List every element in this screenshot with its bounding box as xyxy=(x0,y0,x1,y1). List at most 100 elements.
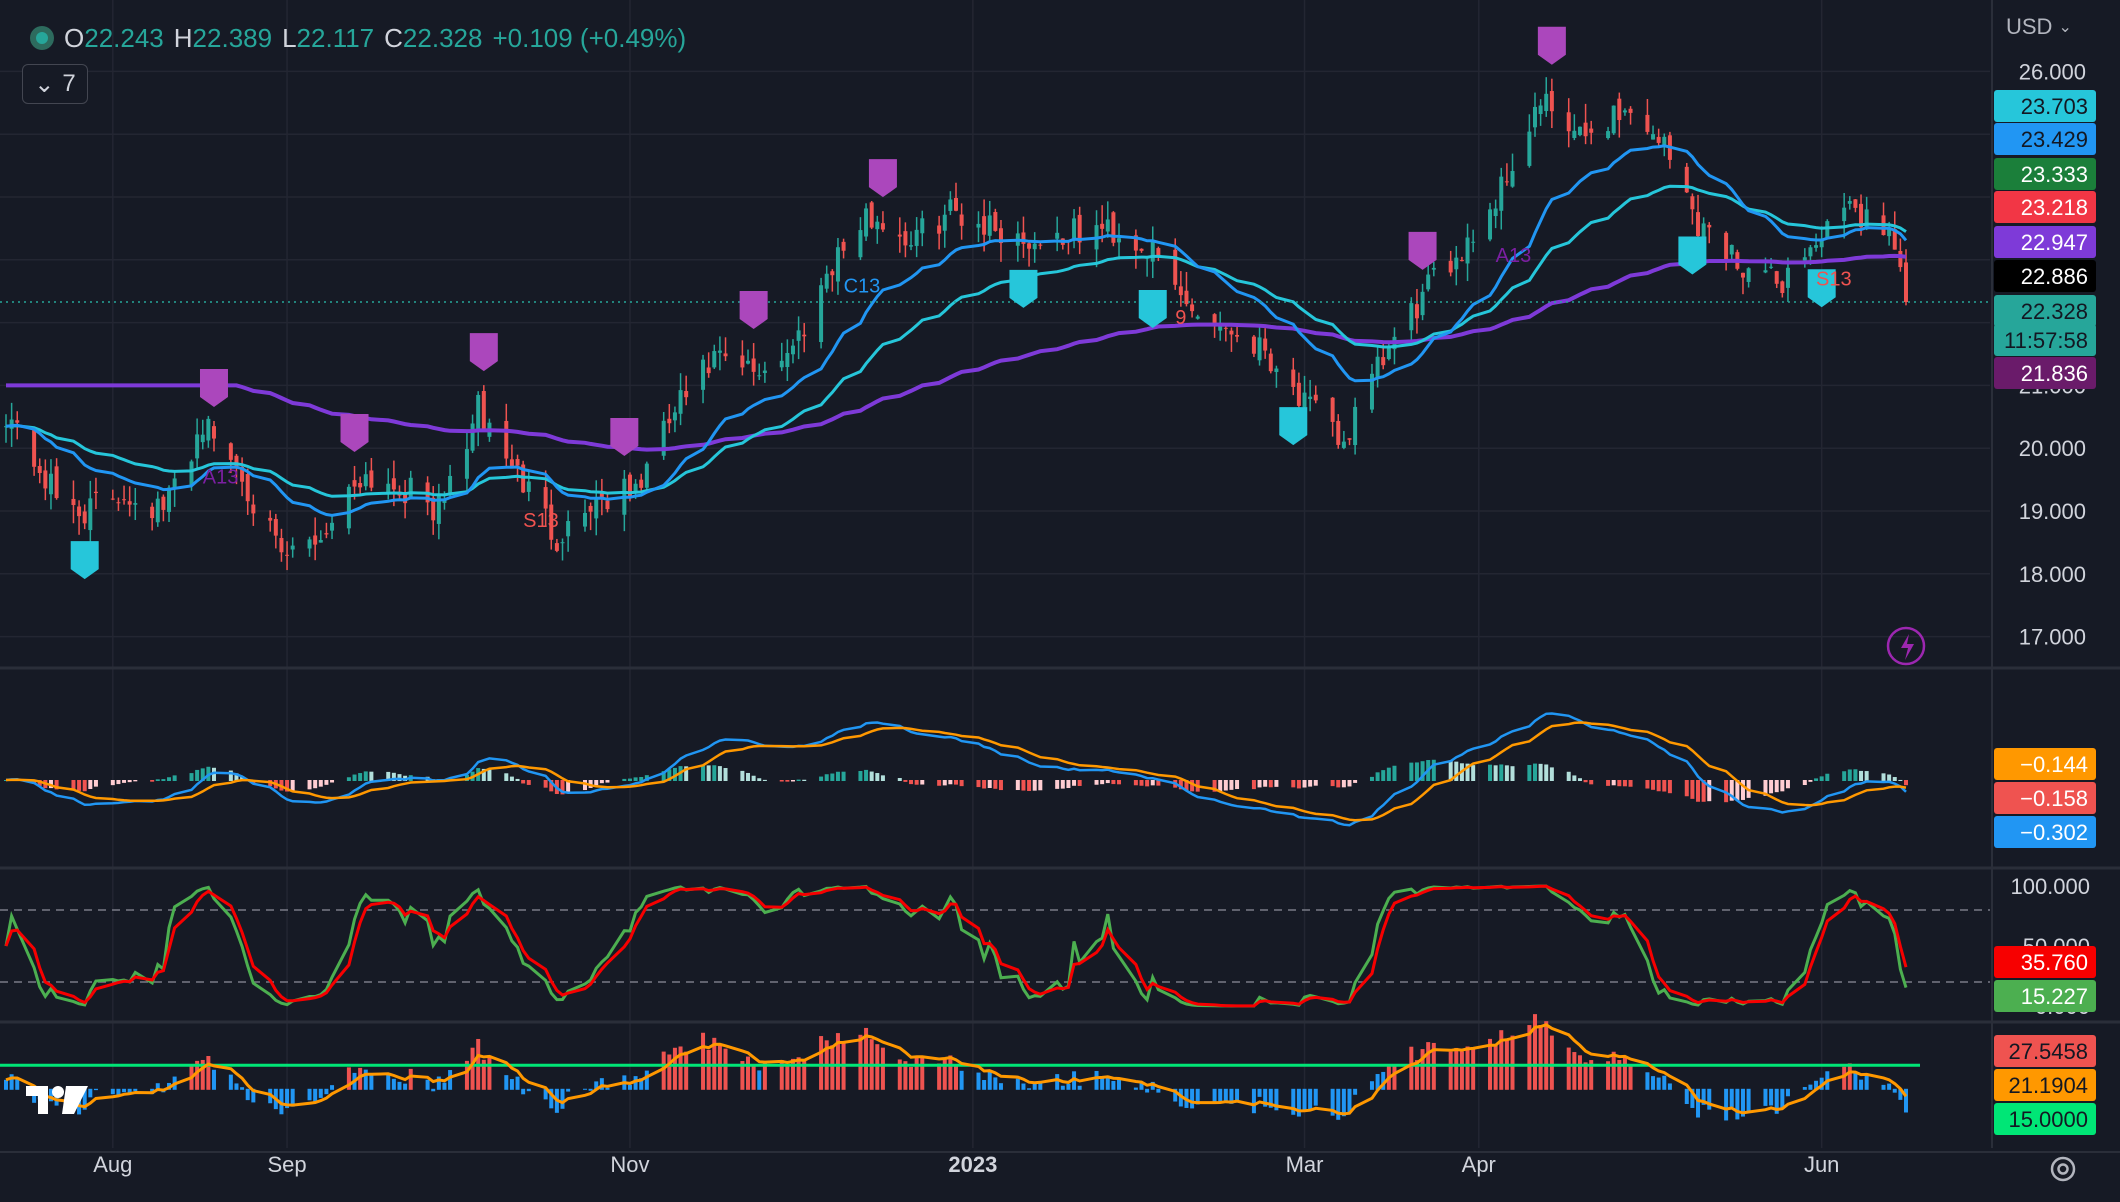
gear-icon[interactable] xyxy=(2046,1152,2080,1186)
macd-histogram-bar xyxy=(346,777,351,781)
candle-body xyxy=(1532,106,1537,128)
signal-label-c13: C13 xyxy=(844,275,881,297)
macd-histogram-bar xyxy=(835,771,840,781)
macd-histogram-bar xyxy=(1190,780,1195,792)
macd-histogram-bar xyxy=(819,776,824,781)
macd-histogram-bar xyxy=(1617,780,1622,787)
momentum-bar xyxy=(1667,1083,1672,1090)
macd-histogram-bar xyxy=(1892,777,1897,781)
candle-body xyxy=(1291,369,1296,387)
candle-body xyxy=(1414,304,1419,319)
macd-histogram-bar xyxy=(1038,780,1043,791)
macd-histogram-bar xyxy=(1628,780,1633,787)
macd-histogram-bar xyxy=(1032,780,1037,791)
candle-body xyxy=(313,535,318,545)
momentum-bar xyxy=(1864,1073,1869,1090)
macd-histogram-bar xyxy=(1510,766,1515,781)
momentum-bar xyxy=(1853,1072,1858,1090)
candle-body xyxy=(1330,397,1335,422)
momentum-bar xyxy=(678,1046,683,1090)
momentum-bar xyxy=(200,1059,205,1090)
macd-histogram-bar xyxy=(1448,760,1453,781)
indicator-collapse-button[interactable]: ⌄ 7 xyxy=(22,64,88,104)
currency-label: USD xyxy=(2006,14,2053,39)
candle-body xyxy=(1808,247,1813,257)
candle-body xyxy=(1785,267,1790,288)
macd-histogram-bar xyxy=(155,779,160,781)
candle-body xyxy=(234,455,239,468)
momentum-bar xyxy=(470,1047,475,1090)
momentum-bar xyxy=(998,1083,1003,1090)
candle-body xyxy=(723,353,728,357)
macd-histogram-bar xyxy=(1139,780,1144,786)
currency-selector[interactable]: USD ⌄ xyxy=(2006,14,2072,40)
macd-histogram-bar xyxy=(594,780,599,786)
macd-histogram-bar xyxy=(150,780,155,782)
macd-histogram-bar xyxy=(582,780,587,791)
momentum-bar xyxy=(116,1088,121,1096)
candle-body xyxy=(588,505,593,512)
macd-histogram-bar xyxy=(701,764,706,781)
macd-histogram-bar xyxy=(830,773,835,781)
macd-histogram-bar xyxy=(779,780,784,782)
chevron-down-icon: ⌄ xyxy=(34,70,55,98)
candle-body xyxy=(122,499,127,501)
candle-body xyxy=(566,521,571,537)
momentum-bar xyxy=(1336,1088,1341,1120)
candle-body xyxy=(858,230,863,258)
macd-histogram-bar xyxy=(487,769,492,781)
momentum-bar xyxy=(1471,1047,1476,1090)
momentum-bar xyxy=(1904,1088,1908,1113)
momentum-bar xyxy=(1724,1088,1729,1121)
momentum-bar xyxy=(195,1060,200,1090)
macd-histogram-bar xyxy=(1729,780,1734,801)
candle-body xyxy=(1156,248,1161,257)
change-value: +0.109 (+0.49%) xyxy=(492,22,687,53)
candle-body xyxy=(1218,325,1223,331)
price-label-bg xyxy=(1994,90,2096,122)
macd-histogram-bar xyxy=(1251,780,1256,790)
momentum-bar xyxy=(1409,1046,1414,1090)
price-label-bg xyxy=(1994,324,2096,356)
macd-histogram-bar xyxy=(1257,780,1262,788)
candle-body xyxy=(1420,291,1425,316)
candle-body xyxy=(667,418,672,424)
macd-histogram-bar xyxy=(1662,780,1667,792)
momentum-bar xyxy=(1313,1088,1318,1106)
macd-histogram-bar xyxy=(1431,759,1436,781)
momentum-bar xyxy=(318,1088,323,1098)
price-label-bg xyxy=(1994,295,2096,327)
macd-histogram-bar xyxy=(1887,774,1892,781)
macd-histogram-bar xyxy=(172,775,177,781)
momentum-bar xyxy=(1274,1088,1279,1111)
momentum-signal-line xyxy=(5,1023,1908,1116)
candle-body xyxy=(1055,232,1060,239)
candle-body xyxy=(1819,240,1824,248)
momentum-bar xyxy=(1735,1088,1740,1120)
macd-histogram-bar xyxy=(757,778,762,781)
momentum-bar xyxy=(790,1058,795,1090)
market-status-icon[interactable] xyxy=(30,26,54,50)
macd-histogram-bar xyxy=(909,780,914,785)
momentum-bar xyxy=(1218,1088,1223,1104)
macd-histogram-bar xyxy=(1774,780,1779,793)
momentum-bar xyxy=(1038,1081,1043,1090)
momentum-bar xyxy=(279,1088,284,1115)
momentum-bar xyxy=(285,1088,290,1109)
candle-body xyxy=(1684,166,1689,193)
momentum-bar xyxy=(9,1074,14,1090)
candle-body xyxy=(824,273,829,289)
arrow-up-marker xyxy=(1678,236,1707,275)
candle-body xyxy=(1724,232,1729,260)
candle-body xyxy=(976,223,981,228)
candle-body xyxy=(504,420,509,459)
candle-body xyxy=(1510,171,1515,187)
tradingview-logo-icon xyxy=(26,1086,88,1114)
arrow-down-marker xyxy=(610,418,639,457)
candle-body xyxy=(1701,223,1706,238)
candle-body xyxy=(1802,257,1807,261)
macd-histogram-bar xyxy=(93,780,98,787)
macd-histogram-bar xyxy=(363,771,368,781)
macd-histogram-bar xyxy=(723,768,728,781)
